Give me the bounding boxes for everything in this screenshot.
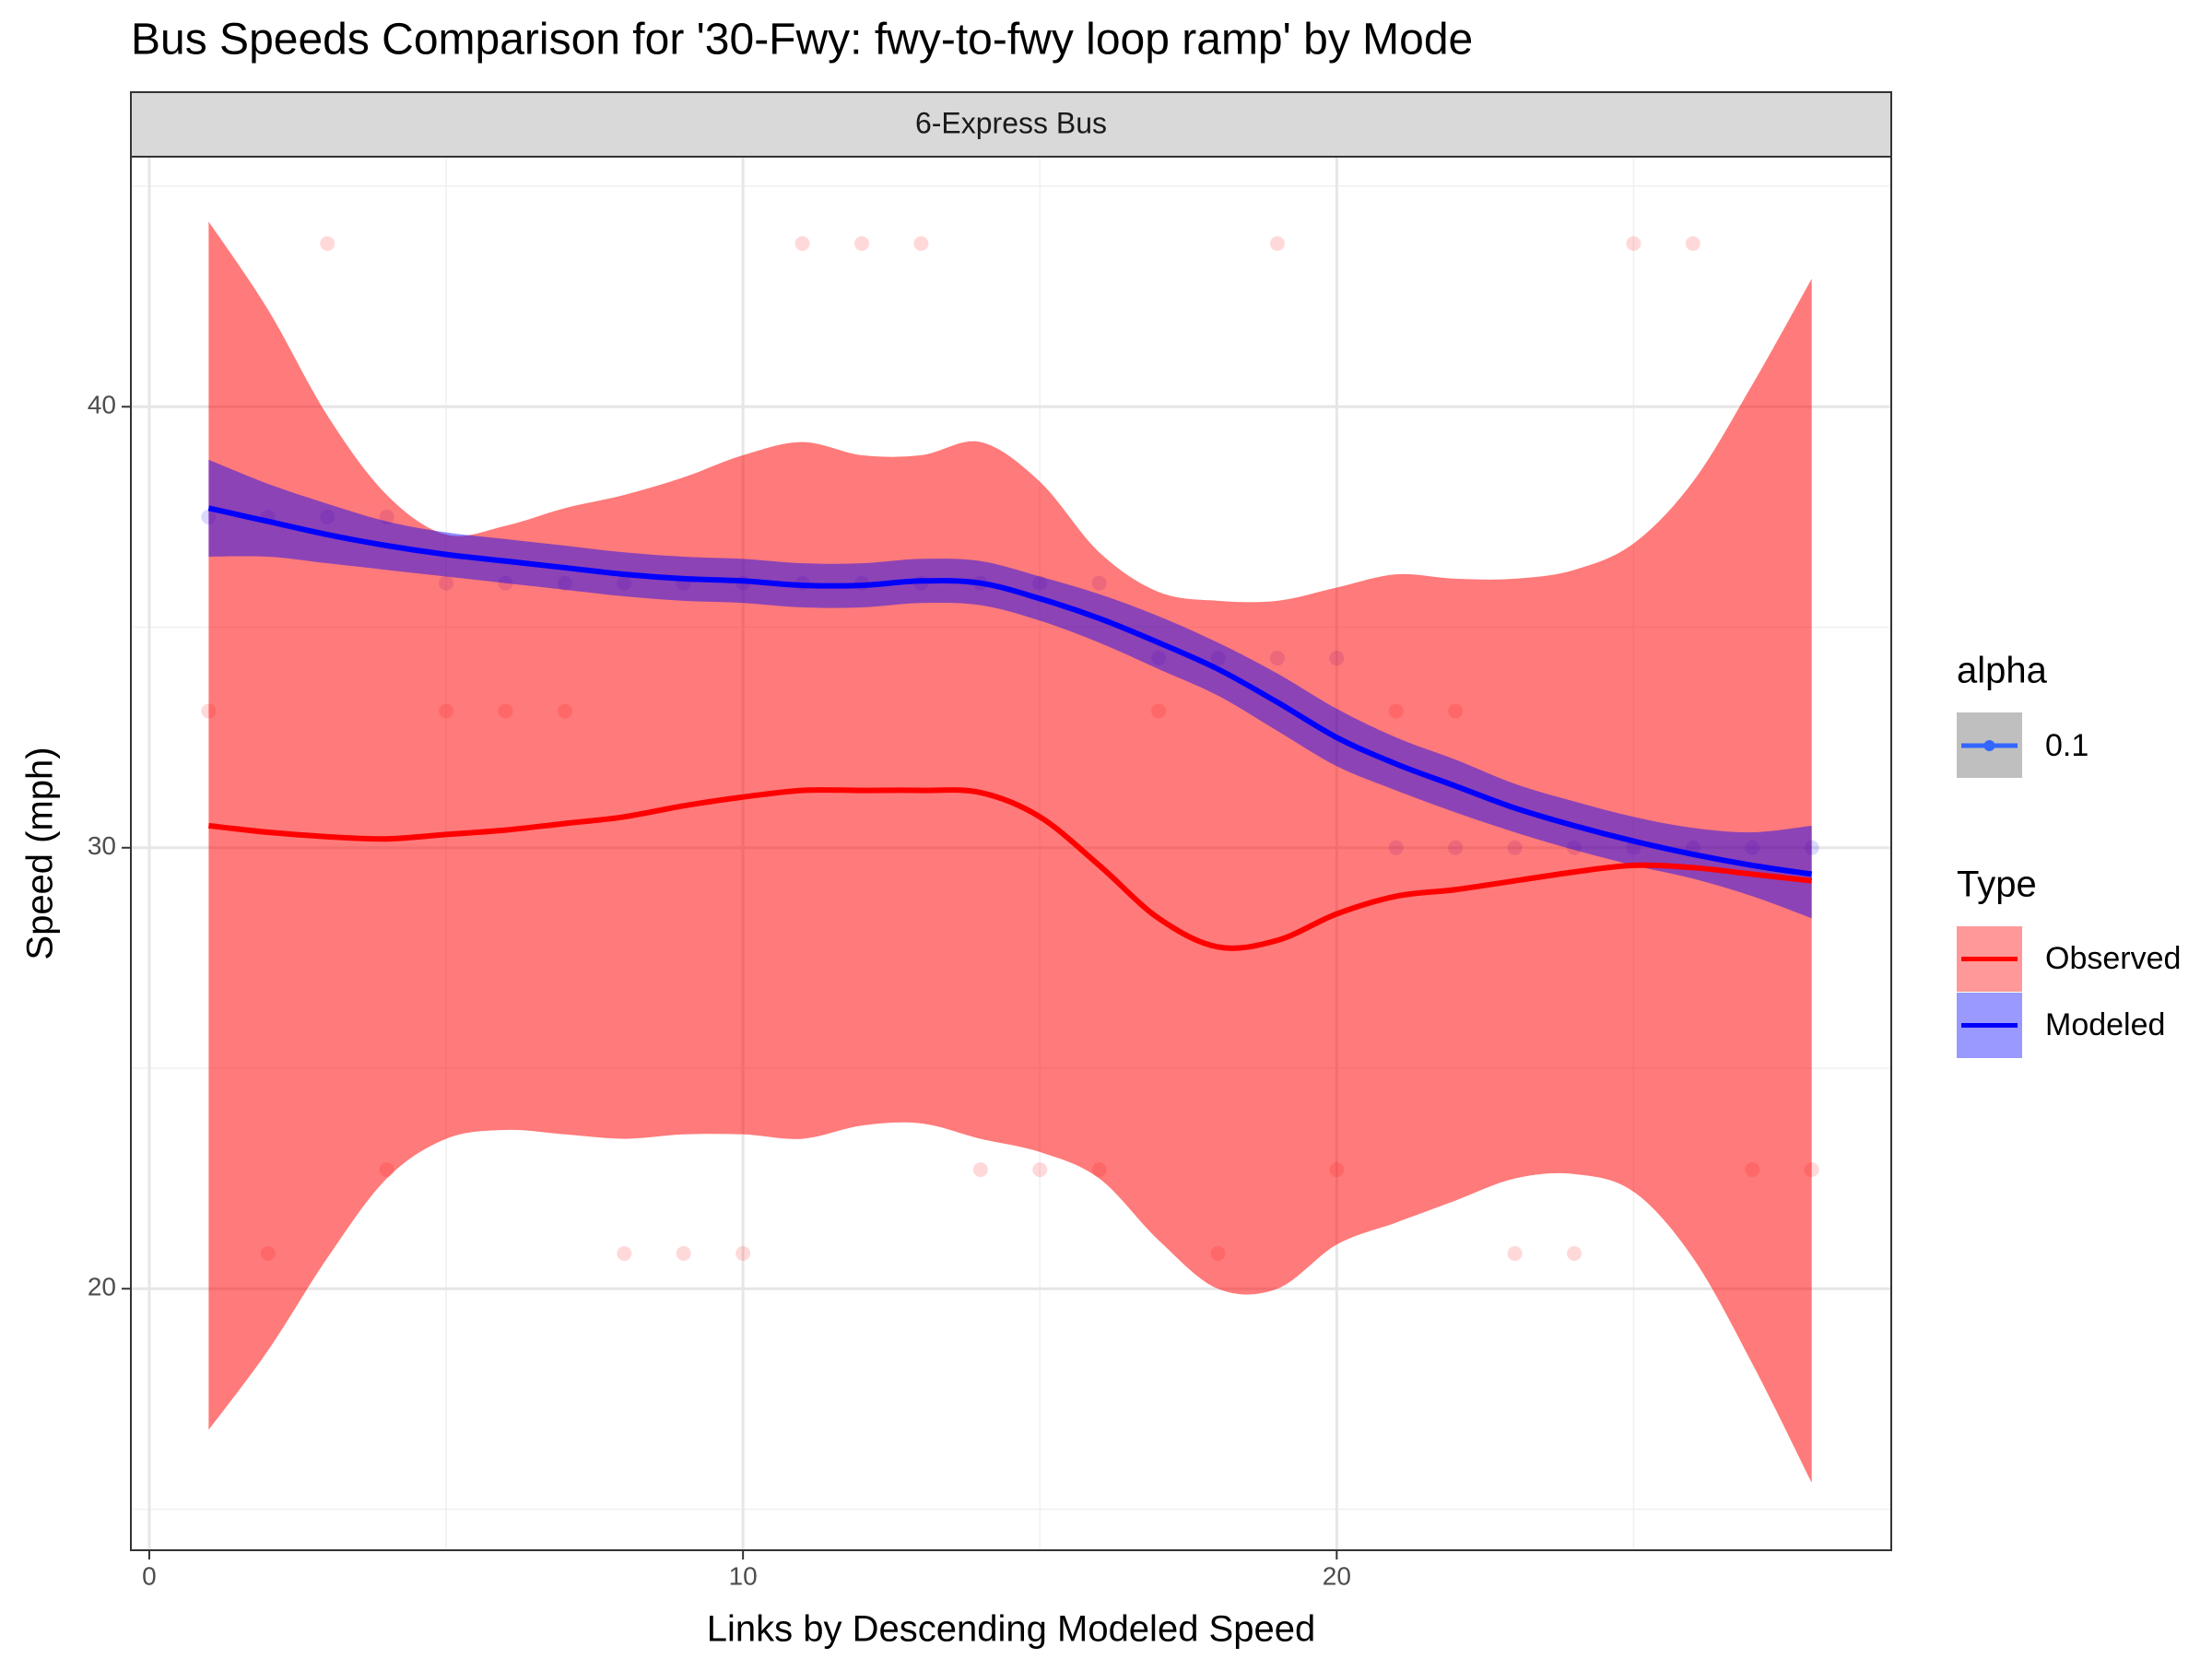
data-point [320, 236, 335, 252]
legend-label: Modeled [2045, 1007, 2165, 1042]
data-point [1269, 236, 1285, 252]
data-point [1685, 236, 1700, 252]
x-tick-label: 20 [1323, 1561, 1351, 1590]
data-point [1507, 1245, 1523, 1261]
y-tick-label: 30 [88, 831, 116, 860]
facet-strip [130, 91, 1892, 158]
smooth-line [208, 787, 1813, 951]
data-point [735, 1245, 751, 1261]
data-point [1567, 1245, 1583, 1261]
panel-border [130, 156, 1892, 1551]
y-tick-label: 20 [88, 1273, 116, 1301]
legend-label: Observed [2045, 941, 2181, 976]
chart-title: Bus Speeds Comparison for '30-Fwy: fwy-t… [131, 16, 1473, 65]
plot-area: 0 10 20 20 30 40 [88, 156, 1892, 1590]
data-point [617, 1245, 632, 1261]
x-tick-label: 0 [142, 1561, 157, 1590]
confidence-band [208, 221, 1812, 1483]
data-point [972, 1162, 988, 1178]
legend-label: 0.1 [2045, 728, 2088, 763]
legend: alpha 0.1 Type Observed Modeled [1957, 651, 2181, 1058]
data-point [1032, 1162, 1048, 1178]
data-point [1626, 236, 1641, 252]
data-point [676, 1245, 691, 1261]
data-point [853, 236, 869, 252]
legend-title: Type [1957, 865, 2037, 905]
x-axis-title: Links by Descending Modeled Speed [707, 1609, 1315, 1650]
legend-title: alpha [1957, 651, 2048, 691]
legend-key-point [1983, 740, 1995, 751]
data-point [913, 236, 929, 252]
y-tick-label: 40 [88, 391, 116, 419]
smooth-line [207, 505, 1813, 877]
y-axis-title: Speed (mph) [20, 747, 61, 959]
x-tick-label: 10 [729, 1561, 758, 1590]
facet-label: 6-Express Bus [915, 106, 1107, 139]
data-point [794, 236, 810, 252]
